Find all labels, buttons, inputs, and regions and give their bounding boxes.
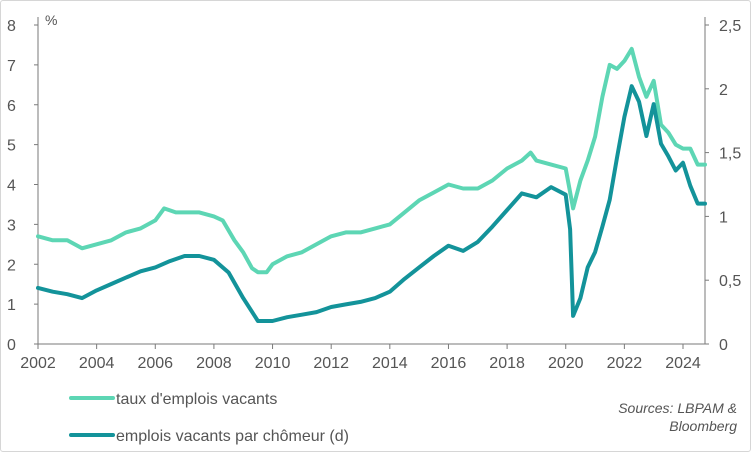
- x-axis-tick-label: 2018: [489, 355, 525, 372]
- series-line-vacancies-per-unemployed: [36, 84, 707, 323]
- left-axis-tick-label: 5: [7, 138, 16, 155]
- x-axis-tick-label: 2008: [196, 355, 232, 372]
- left-axis-tick-label: 0: [7, 337, 16, 354]
- right-axis-tick-label: 2,5: [719, 18, 741, 35]
- left-axis-tick-label: 3: [7, 217, 16, 234]
- x-axis-tick-label: 2022: [607, 355, 643, 372]
- x-axis-tick-label: 2014: [372, 355, 408, 372]
- x-axis-tick-label: 2004: [79, 355, 115, 372]
- series-line-vacancy-rate: [36, 46, 707, 275]
- right-axis-tick-label: 0,5: [719, 273, 741, 290]
- x-axis-tick-label: 2024: [665, 355, 701, 372]
- x-axis-tick-label: 2020: [548, 355, 584, 372]
- right-axis-tick-label: 0: [719, 337, 728, 354]
- left-axis-tick-label: 8: [7, 18, 16, 35]
- x-axis-tick-label: 2012: [313, 355, 349, 372]
- x-axis-tick-label: 2010: [255, 355, 291, 372]
- left-axis-unit: %: [45, 12, 57, 28]
- legend: taux d'emplois vacants emplois vacants p…: [69, 391, 349, 445]
- right-axis-tick-label: 1,5: [719, 146, 741, 163]
- series-layer: [36, 46, 707, 323]
- legend-label-vacancy-rate: taux d'emplois vacants: [116, 391, 277, 408]
- x-axis-tick-label: 2016: [431, 355, 467, 372]
- left-axis-tick-label: 6: [7, 98, 16, 115]
- x-axis-tick-label: 2002: [20, 355, 56, 372]
- x-axis-tick-label: 2006: [137, 355, 173, 372]
- axes-layer: % 0 1 2 3 4 5 6 7 8 0 0,5 1 1,5 2 2,5 2002 2004 2006 2008 2…: [7, 12, 741, 372]
- left-axis-tick-label: 7: [7, 58, 16, 75]
- left-axis-tick-label: 2: [7, 257, 16, 274]
- left-axis-tick-label: 4: [7, 178, 16, 195]
- source-note: Sources: LBPAM & Bloomberg: [618, 400, 737, 434]
- right-axis-tick-label: 2: [719, 82, 728, 99]
- legend-label-vacancies-per-unemployed: emplois vacants par chômeur (d): [116, 428, 349, 445]
- right-axis-tick-label: 1: [719, 209, 728, 226]
- source-line-1: Sources: LBPAM &: [618, 400, 737, 416]
- left-axis-tick-label: 1: [7, 297, 16, 314]
- source-line-2: Bloomberg: [669, 418, 737, 434]
